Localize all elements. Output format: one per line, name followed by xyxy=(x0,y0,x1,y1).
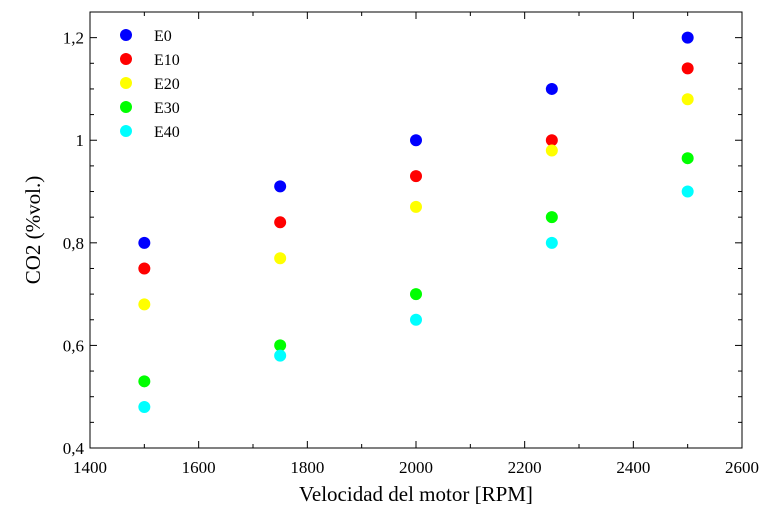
legend-marker-e20 xyxy=(120,77,132,89)
point-e20-2250 xyxy=(545,144,558,157)
legend-label-e40: E40 xyxy=(154,124,180,141)
point-e30-2000 xyxy=(410,288,422,301)
legend-marker-e40 xyxy=(120,125,132,137)
point-e0-1500 xyxy=(138,236,151,249)
x-tick-label: 2400 xyxy=(616,458,650,477)
point-e10-1750 xyxy=(274,216,287,229)
point-e40-1750 xyxy=(274,349,287,362)
point-e10-2000 xyxy=(410,170,422,183)
point-e20-2500 xyxy=(681,93,694,106)
point-e20-1500 xyxy=(138,298,151,311)
point-e0-2500 xyxy=(681,31,694,44)
point-e30-1750 xyxy=(274,339,287,352)
point-e0-1750 xyxy=(274,180,287,193)
legend-label-e20: E20 xyxy=(154,76,180,93)
y-tick-label: 1 xyxy=(76,131,85,150)
point-e10-2250 xyxy=(545,134,558,147)
y-tick-label: 1,2 xyxy=(63,29,84,48)
point-e20-2000 xyxy=(410,200,422,213)
y-tick-label: 0,8 xyxy=(63,234,84,253)
y-tick-label: 0,6 xyxy=(63,336,84,355)
point-e40-2250 xyxy=(545,236,558,249)
legend-marker-e10 xyxy=(120,53,132,65)
point-e10-1500 xyxy=(138,262,151,275)
legend-marker-e0 xyxy=(120,29,132,41)
point-e0-2250 xyxy=(545,82,558,95)
legend-label-e10: E10 xyxy=(154,52,180,69)
plot-frame xyxy=(89,11,743,449)
point-e10-2500 xyxy=(681,62,694,75)
x-axis-label: Velocidad del motor [RPM] xyxy=(299,482,533,506)
x-tick-label: 2200 xyxy=(508,458,542,477)
x-tick-label: 1800 xyxy=(290,458,324,477)
legend-label-e30: E30 xyxy=(154,100,180,117)
point-e30-1500 xyxy=(138,375,151,388)
point-e30-2250 xyxy=(545,211,558,224)
x-tick-label: 1600 xyxy=(182,458,216,477)
point-e30-2500 xyxy=(681,152,694,165)
point-e40-2000 xyxy=(410,313,422,326)
x-tick-label: 1400 xyxy=(73,458,107,477)
x-tick-label: 2000 xyxy=(399,458,433,477)
y-axis-label: CO2 (%vol.) xyxy=(21,176,45,285)
legend-marker-e30 xyxy=(120,101,132,113)
point-e20-1750 xyxy=(274,252,287,265)
point-e40-2500 xyxy=(681,185,694,198)
data-points xyxy=(138,31,694,413)
point-e0-2000 xyxy=(410,134,422,147)
legend: E0 E10 E20 E30 E40 xyxy=(120,28,180,141)
y-tick-label: 0,4 xyxy=(63,439,85,458)
legend-label-e0: E0 xyxy=(154,28,172,45)
x-tick-label: 2600 xyxy=(725,458,759,477)
point-e40-1500 xyxy=(138,400,151,413)
axis-ticks: 1400 1600 1800 2000 2200 2400 2600 0,4 0,6 0,8 1 1,… xyxy=(63,12,759,477)
